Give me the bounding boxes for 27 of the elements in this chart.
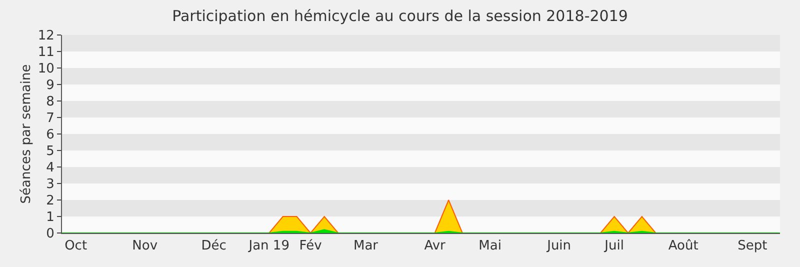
y-tick-label: 0 bbox=[46, 226, 54, 242]
x-tick-label: Juin bbox=[546, 238, 572, 254]
x-tick-label: Oct bbox=[64, 238, 88, 254]
x-tick-label: Sept bbox=[738, 238, 768, 254]
x-tick-label: Déc bbox=[201, 238, 226, 254]
y-tick-label: 7 bbox=[46, 111, 54, 126]
y-tick-label: 6 bbox=[46, 128, 54, 143]
y-tick-label: 4 bbox=[46, 160, 54, 176]
chart-title: Participation en hémicycle au cours de la session 2018-2019 bbox=[172, 7, 628, 26]
x-tick-label: Avr bbox=[424, 238, 446, 254]
y-tick-label: 8 bbox=[46, 94, 54, 110]
y-tick-label: 10 bbox=[38, 62, 54, 77]
x-tick-label: Juil bbox=[604, 238, 624, 254]
x-tick-label: Fév bbox=[299, 238, 322, 254]
x-tick-label: Août bbox=[668, 238, 698, 254]
x-tick-label: Jan 19 bbox=[248, 238, 290, 254]
y-tick-label: 2 bbox=[46, 194, 54, 209]
y-tick-label: 11 bbox=[38, 45, 54, 60]
y-tick-label: 12 bbox=[38, 28, 54, 44]
y-tick-label: 3 bbox=[46, 177, 54, 192]
x-tick-label: Mar bbox=[354, 238, 379, 254]
y-tick-label: 9 bbox=[46, 78, 54, 94]
x-tick-label: Mai bbox=[478, 238, 502, 254]
y-axis-title: Séances par semaine bbox=[18, 64, 34, 204]
x-tick-label: Nov bbox=[132, 238, 158, 254]
y-tick-label: 5 bbox=[46, 144, 54, 160]
y-tick-label: 1 bbox=[46, 210, 54, 226]
